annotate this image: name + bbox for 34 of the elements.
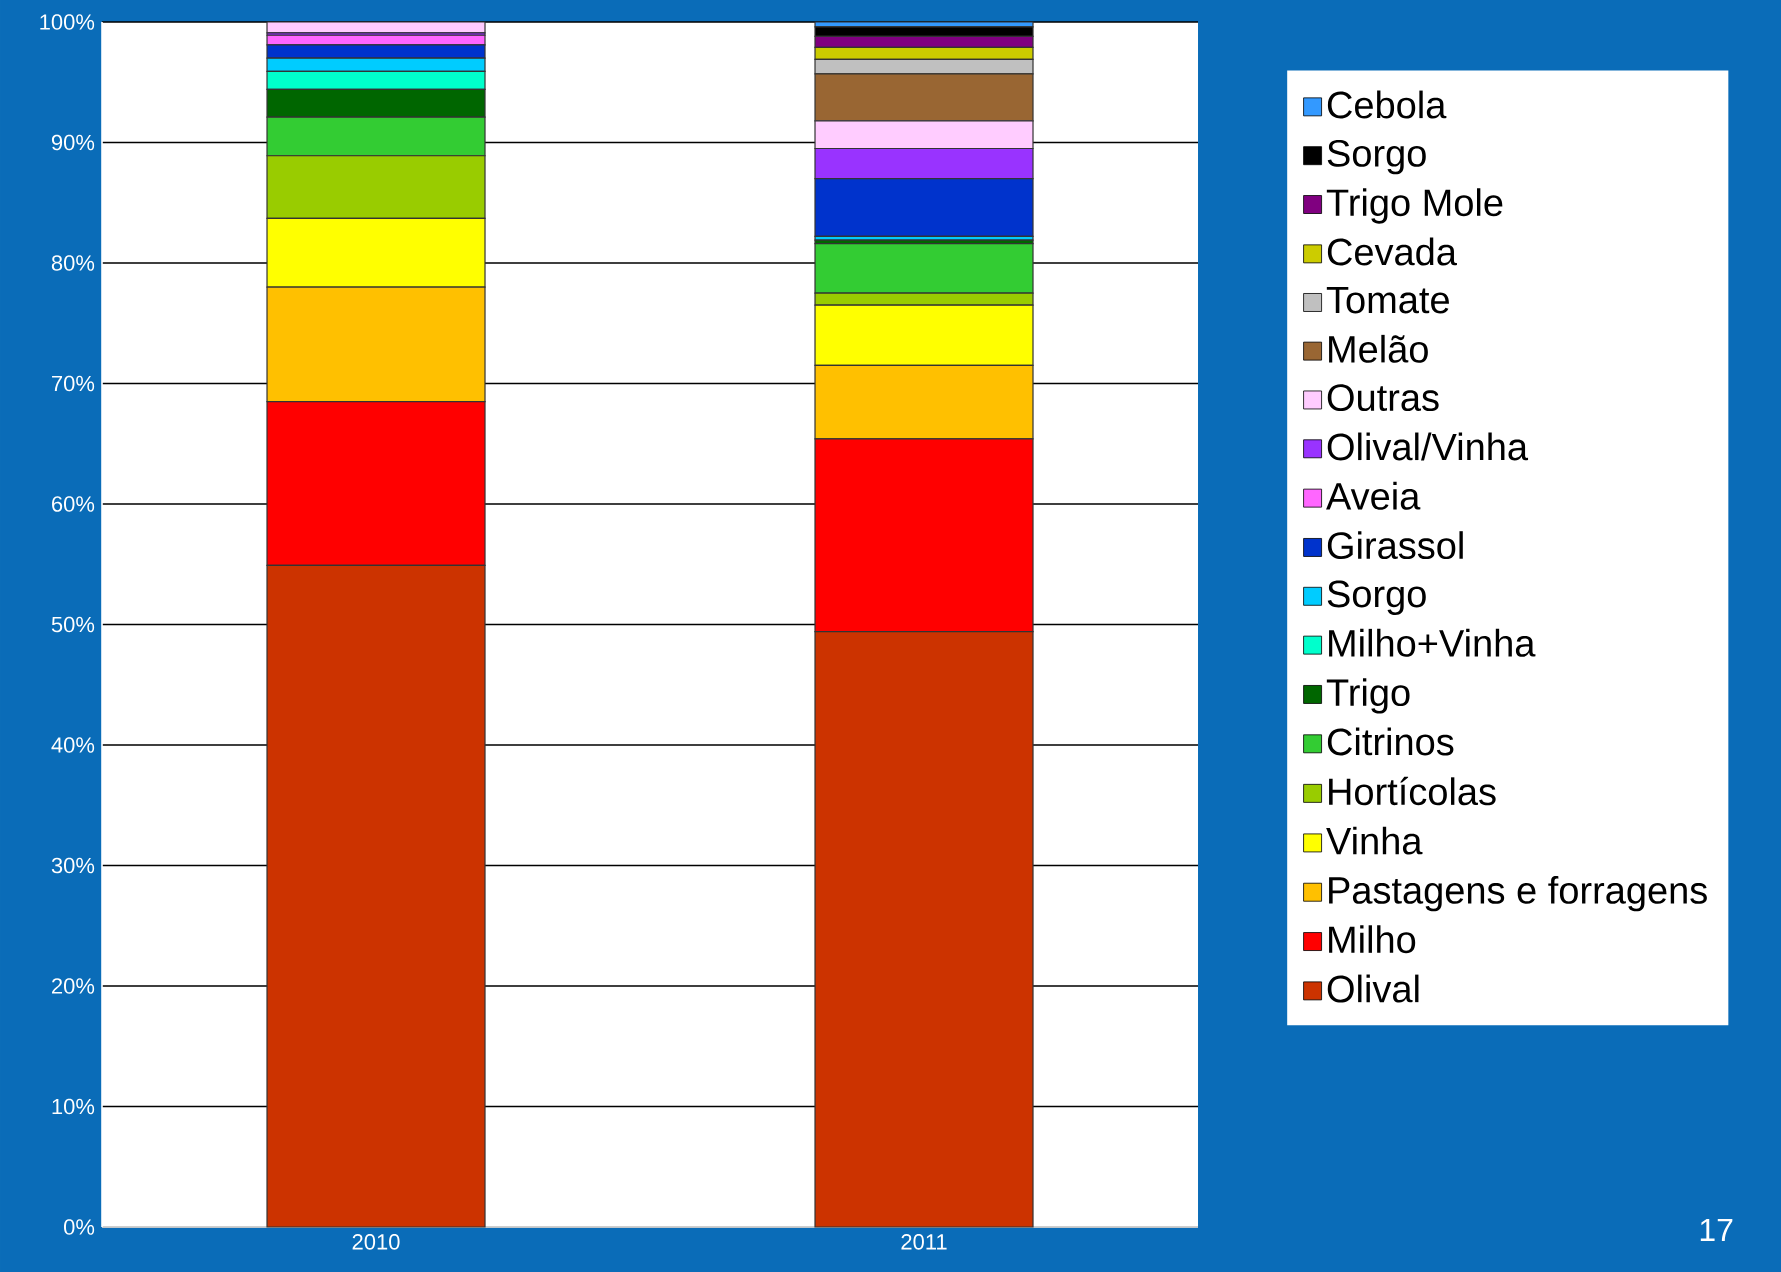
legend-label: Trigo Mole (1326, 188, 1503, 224)
legend-label: Tomate (1326, 286, 1449, 314)
y-tick-label: 60% (52, 496, 95, 512)
legend-label: Citrinos (1327, 727, 1454, 756)
legend-label: Milho (1329, 925, 1416, 954)
y-tick-label: 80% (51, 255, 95, 271)
y-tick-label: 10% (52, 1098, 95, 1115)
y-tick-label: 100% (40, 14, 95, 30)
legend-label: Outras (1327, 384, 1439, 412)
y-tick-label: 20% (52, 978, 95, 994)
legend-label: Melão (1329, 334, 1428, 363)
y-tick-label: 0% (63, 1219, 95, 1235)
y-tick-label: 90% (51, 134, 95, 151)
legend-label: Olival (1327, 974, 1419, 1003)
legend-label: Olival/Vinha (1327, 432, 1529, 461)
x-tick-label: 2011 (901, 1234, 947, 1250)
y-tick-label: 40% (51, 737, 95, 753)
y-tick-label: 30% (51, 857, 95, 874)
legend-label: Sorgo (1327, 580, 1426, 615)
legend-label: Cebola (1327, 90, 1447, 119)
legend-label: Pastagens e forragens (1329, 876, 1707, 912)
y-tick-label: 70% (52, 375, 95, 392)
legend-label: Girassol (1327, 531, 1463, 560)
x-tick-label: 2010 (352, 1234, 400, 1250)
legend-label: Trigo (1326, 678, 1410, 714)
legend-label: Sorgo (1327, 139, 1426, 175)
legend-label: Vinha (1326, 826, 1423, 855)
legend-label: Milho+Vinha (1329, 628, 1536, 657)
text: 17 (1700, 1218, 1733, 1241)
y-tick-label: 50% (51, 616, 95, 633)
bar (266, 21, 486, 34)
legend-label: Aveia (1326, 481, 1421, 510)
legend-label: Hortícolas (1329, 776, 1496, 806)
legend-label: Cevada (1327, 237, 1457, 266)
